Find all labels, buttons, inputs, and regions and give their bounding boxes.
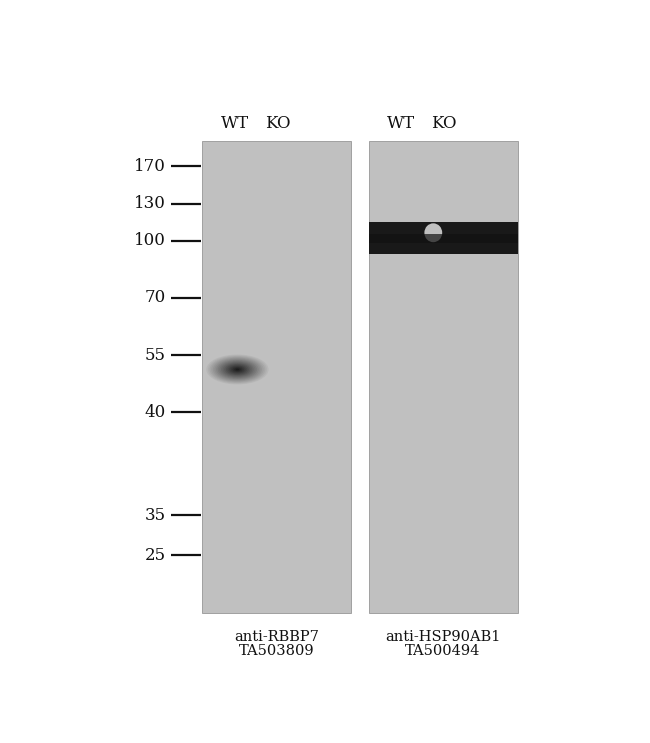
Ellipse shape bbox=[223, 363, 252, 377]
Text: 100: 100 bbox=[134, 233, 166, 249]
Ellipse shape bbox=[220, 361, 255, 378]
Bar bbox=[369, 222, 518, 253]
Text: anti-HSP90AB1: anti-HSP90AB1 bbox=[385, 629, 500, 643]
Ellipse shape bbox=[226, 364, 249, 375]
Bar bbox=[369, 227, 518, 250]
Ellipse shape bbox=[206, 354, 268, 384]
Text: 55: 55 bbox=[145, 347, 166, 363]
Ellipse shape bbox=[224, 363, 250, 376]
Ellipse shape bbox=[213, 357, 262, 381]
Ellipse shape bbox=[233, 367, 242, 372]
Ellipse shape bbox=[229, 366, 246, 374]
Ellipse shape bbox=[216, 360, 259, 380]
Text: 25: 25 bbox=[145, 547, 166, 564]
Bar bbox=[202, 140, 351, 613]
Bar bbox=[369, 229, 518, 247]
Bar bbox=[369, 227, 518, 249]
Text: WT: WT bbox=[387, 115, 415, 132]
Text: 170: 170 bbox=[134, 158, 166, 175]
Bar bbox=[369, 230, 518, 245]
Text: 130: 130 bbox=[134, 195, 166, 212]
Ellipse shape bbox=[234, 368, 240, 371]
Bar bbox=[369, 224, 518, 252]
Ellipse shape bbox=[211, 357, 264, 382]
Bar bbox=[369, 226, 518, 250]
Bar bbox=[369, 230, 518, 246]
Ellipse shape bbox=[231, 366, 244, 373]
Ellipse shape bbox=[208, 355, 267, 383]
Ellipse shape bbox=[205, 354, 270, 385]
Text: anti-RBBP7: anti-RBBP7 bbox=[234, 629, 318, 643]
Text: TA500494: TA500494 bbox=[405, 644, 480, 658]
Text: KO: KO bbox=[265, 115, 291, 132]
Text: WT: WT bbox=[221, 115, 249, 132]
Text: KO: KO bbox=[431, 115, 457, 132]
Bar bbox=[369, 224, 518, 251]
Text: 35: 35 bbox=[145, 507, 166, 524]
Ellipse shape bbox=[236, 369, 239, 370]
Text: 70: 70 bbox=[145, 290, 166, 306]
Bar bbox=[369, 235, 518, 243]
Bar bbox=[369, 140, 518, 613]
Ellipse shape bbox=[214, 358, 261, 380]
Ellipse shape bbox=[227, 365, 247, 374]
Ellipse shape bbox=[424, 224, 442, 242]
Text: 40: 40 bbox=[145, 404, 166, 421]
Bar bbox=[369, 232, 518, 244]
Text: TA503809: TA503809 bbox=[239, 644, 314, 658]
Ellipse shape bbox=[218, 360, 257, 379]
Ellipse shape bbox=[221, 362, 254, 377]
Bar bbox=[369, 223, 518, 253]
Bar bbox=[369, 233, 518, 243]
Bar bbox=[369, 231, 518, 244]
Bar bbox=[369, 228, 518, 248]
Bar bbox=[369, 221, 518, 254]
Ellipse shape bbox=[209, 356, 265, 383]
